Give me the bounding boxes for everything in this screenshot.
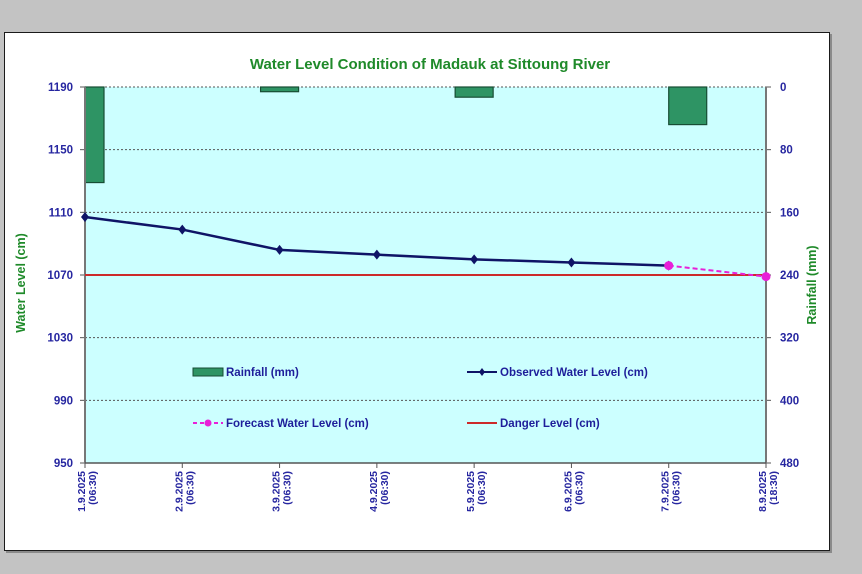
x-tick-label: 5.9.2025 (06:30) — [465, 471, 488, 512]
observed-point — [275, 244, 284, 255]
y2-tick-label: 480 — [780, 458, 799, 470]
legend-label: Observed Water Level (cm) — [500, 367, 648, 379]
legend-item: Danger Level (cm) — [467, 418, 600, 430]
legend: Rainfall (mm) Observed Water Level (cm) Fo… — [192, 367, 648, 430]
forecast-water-level-line — [668, 264, 767, 278]
rainfall-bar — [668, 86, 708, 126]
chart-title: Water Level Condition of Madauk at Sitto… — [250, 56, 610, 73]
x-tick-time: (06:30) — [184, 471, 196, 505]
series-lines — [81, 212, 771, 282]
y2-tick-label: 240 — [780, 270, 799, 282]
observed-point — [81, 212, 89, 223]
legend-marker-observed — [479, 368, 485, 376]
observed-point — [178, 224, 187, 235]
x-tick-label: 6.9.2025 (06:30) — [562, 471, 585, 512]
chart-canvas: Water Level Condition of Madauk at Sitto… — [14, 56, 819, 512]
axes: 1190 1150 1110 1070 1030 990 950 0 80 160 240 320 40… — [47, 82, 799, 512]
x-tick-date: 6.9.2025 — [562, 471, 574, 512]
y2-tick-label: 80 — [780, 145, 793, 157]
observed-point — [372, 249, 381, 260]
x-tick-date: 2.9.2025 — [173, 471, 185, 512]
rainfall-bar — [259, 86, 300, 93]
legend-item: Rainfall (mm) — [192, 367, 299, 379]
y-tick-label: 1190 — [48, 82, 73, 94]
x-tick-date: 3.9.2025 — [271, 471, 283, 512]
legend-marker-forecast — [204, 419, 212, 427]
legend-label: Rainfall (mm) — [226, 367, 299, 379]
x-tick-date: 1.9.2025 — [76, 471, 88, 512]
x-tick-time: (06:30) — [87, 471, 99, 505]
x-tick-label: 2.9.2025 (06:30) — [173, 471, 196, 512]
y-tick-label: 1110 — [49, 207, 73, 219]
y-tick-label: 1030 — [47, 333, 73, 345]
y-axis-title: Water Level (cm) — [14, 233, 28, 333]
forecast-point — [761, 272, 771, 282]
x-tick-date: 7.9.2025 — [660, 471, 672, 512]
observed-point — [567, 257, 576, 268]
legend-label: Danger Level (cm) — [500, 418, 600, 430]
x-tick-time: (06:30) — [379, 471, 391, 505]
y2-tick-label: 160 — [780, 207, 799, 219]
legend-swatch-rainfall — [192, 367, 224, 377]
x-tick-label: 8.9.2025 (18:30) — [757, 471, 780, 512]
rainfall-bar — [454, 86, 494, 98]
x-tick-time: (06:30) — [573, 471, 585, 505]
x-tick-label: 3.9.2025 (06:30) — [271, 471, 294, 512]
y2-axis-title: Rainfall (mm) — [805, 245, 819, 324]
rainfall-bars — [84, 86, 708, 184]
y2-tick-label: 0 — [780, 82, 786, 94]
rainfall-bar — [84, 86, 105, 184]
y-tick-label: 990 — [54, 395, 73, 407]
x-tick-date: 4.9.2025 — [368, 471, 380, 512]
x-tick-time: (06:30) — [671, 471, 683, 505]
forecast-point — [664, 261, 674, 271]
y-tick-label: 1150 — [48, 145, 73, 157]
x-tick-time: (06:30) — [476, 471, 488, 505]
legend-item: Forecast Water Level (cm) — [193, 418, 369, 430]
y-tick-label: 950 — [54, 458, 73, 470]
x-tick-time: (06:30) — [282, 471, 294, 505]
legend-label: Forecast Water Level (cm) — [226, 418, 369, 430]
x-tick-date: 8.9.2025 — [757, 471, 769, 512]
x-tick-label: 1.9.2025 (06:30) — [76, 471, 99, 512]
x-tick-date: 5.9.2025 — [465, 471, 477, 512]
x-tick-label: 7.9.2025 (06:30) — [660, 471, 683, 512]
chart-frame: Water Level Condition of Madauk at Sitto… — [4, 32, 830, 551]
x-tick-time: (18:30) — [768, 471, 780, 505]
y2-tick-label: 320 — [780, 333, 799, 345]
y2-tick-label: 400 — [780, 395, 799, 407]
legend-item: Observed Water Level (cm) — [467, 367, 648, 379]
x-tick-label: 4.9.2025 (06:30) — [368, 471, 391, 512]
y-tick-label: 1070 — [47, 270, 73, 282]
